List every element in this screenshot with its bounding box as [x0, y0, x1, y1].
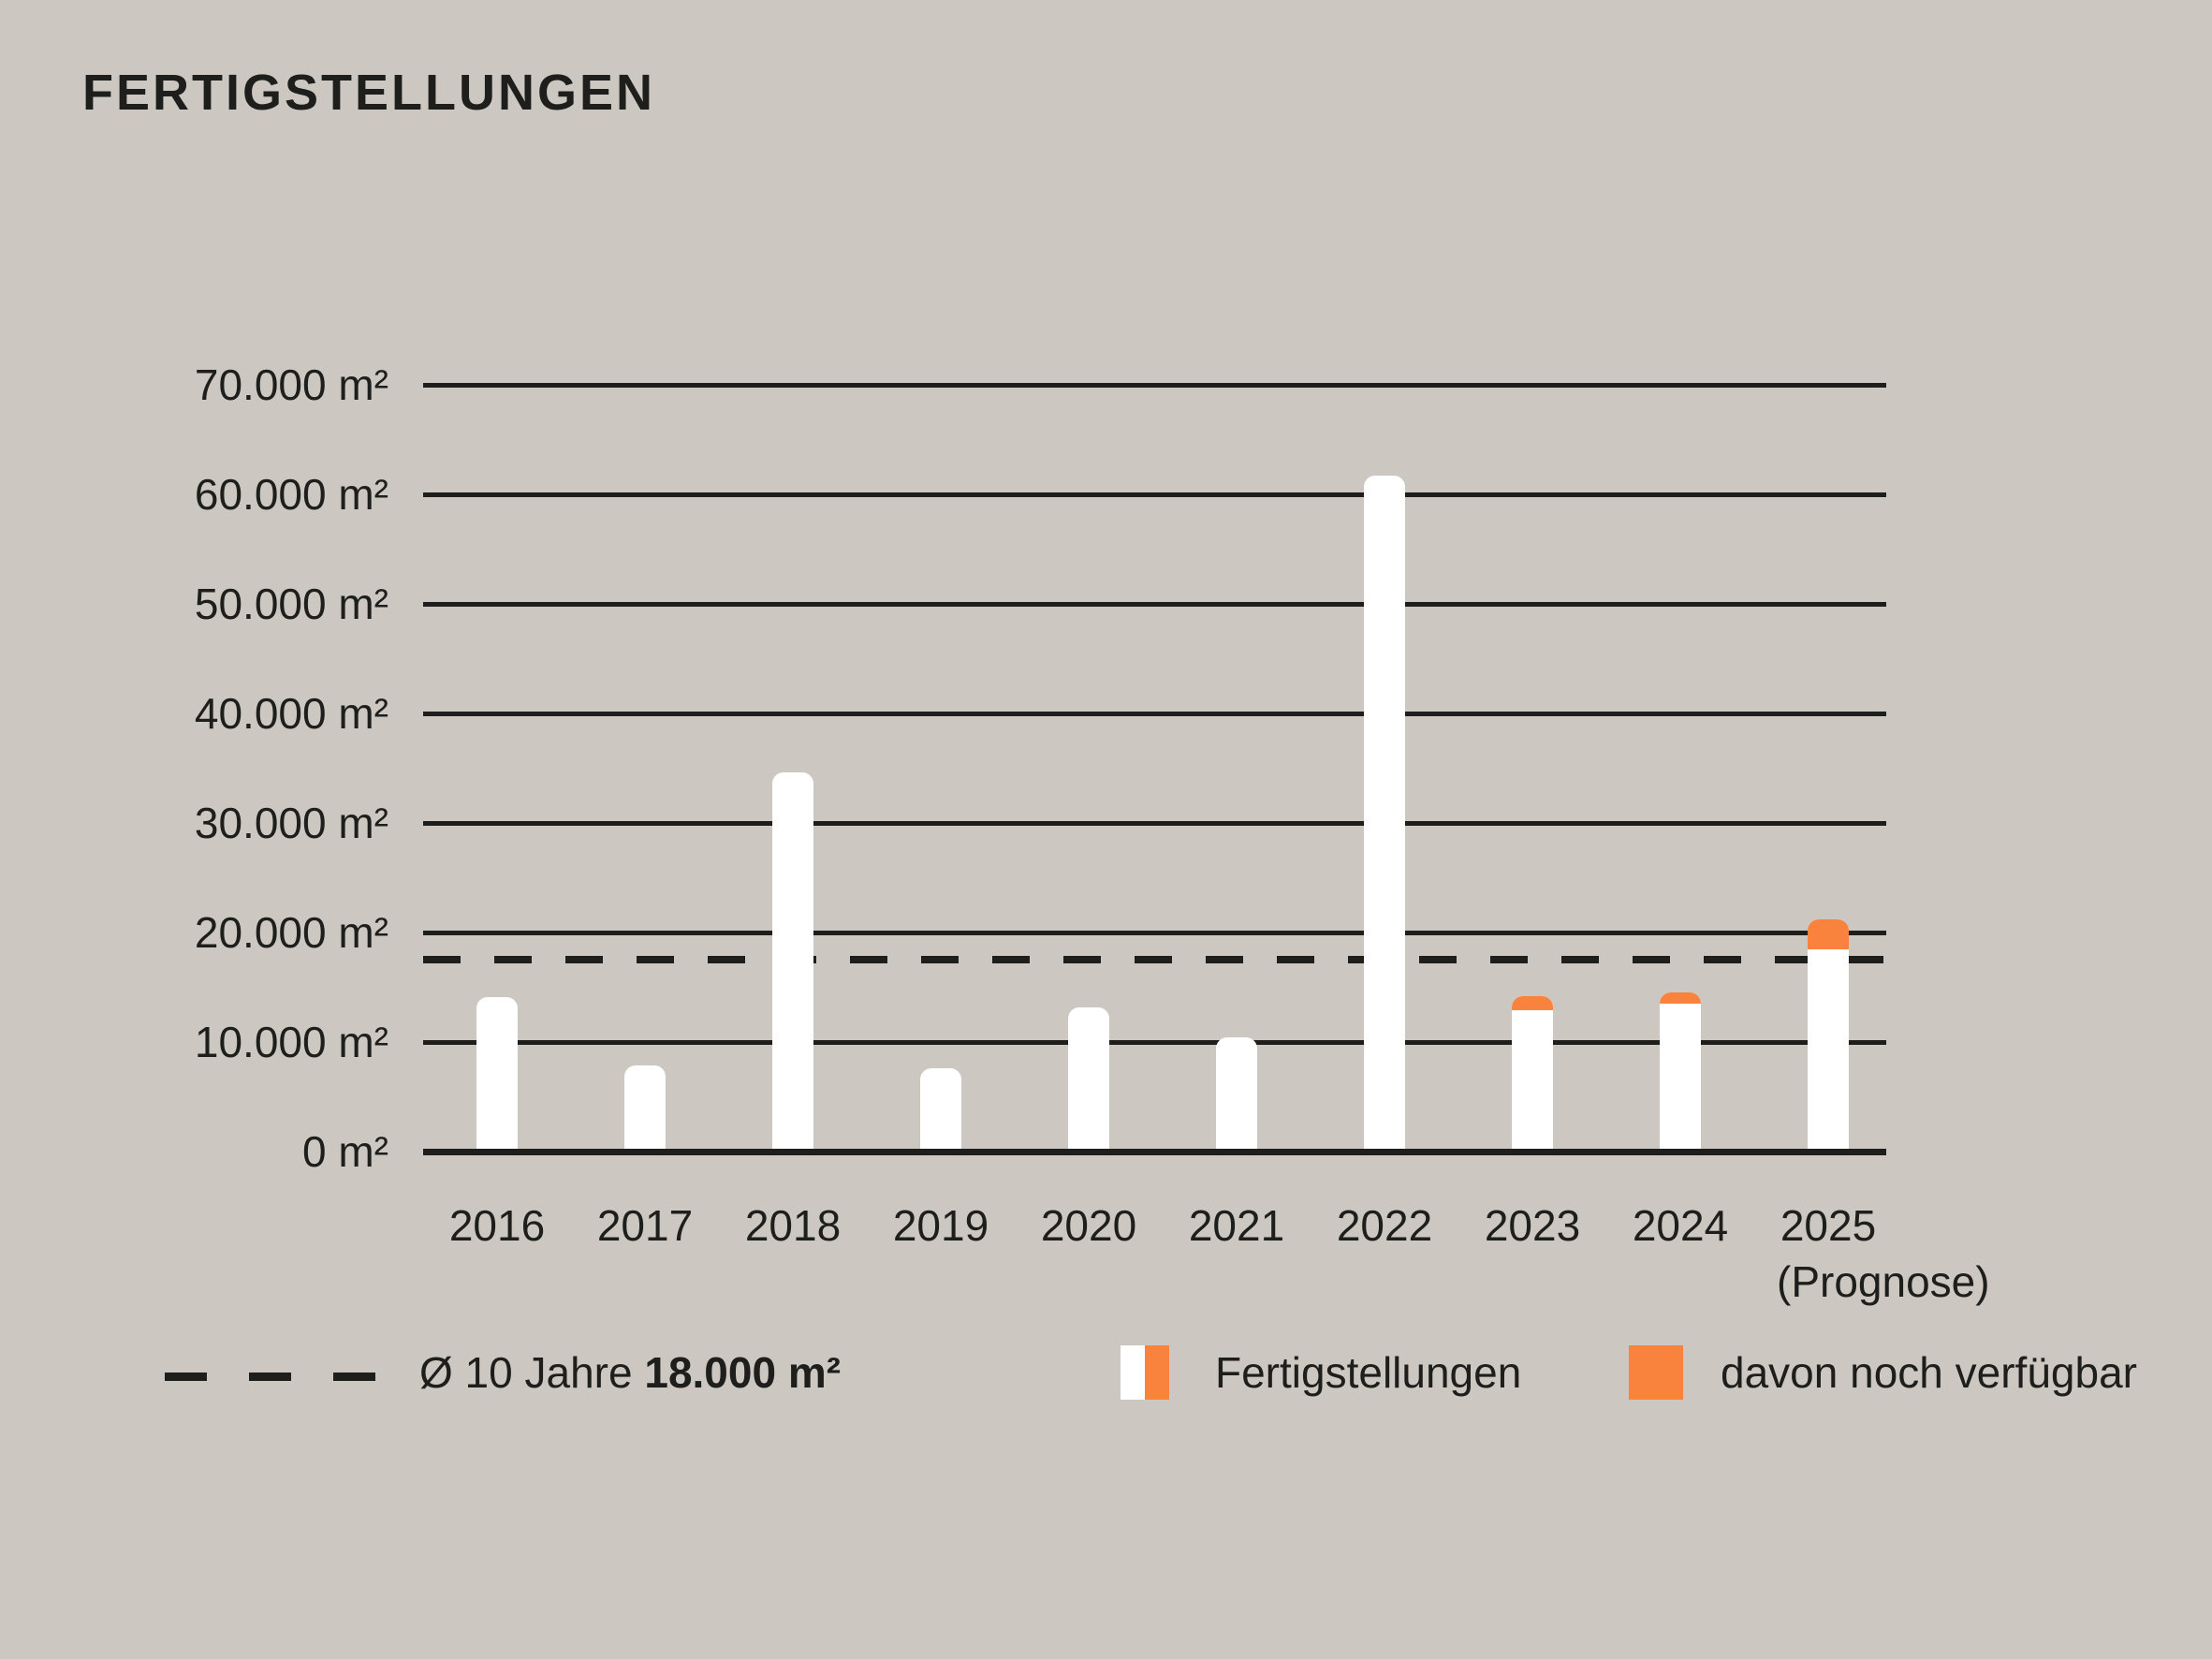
bar-2016: [476, 997, 518, 1152]
gridline: [423, 601, 1886, 607]
x-axis-label-2023: 2023: [1484, 1201, 1581, 1250]
gridline: [423, 820, 1886, 826]
chart-title: FERTIGSTELLUNGEN: [82, 65, 655, 121]
bar-available-segment: [1808, 918, 1849, 949]
legend-completions-swatch: [1121, 1345, 1169, 1400]
y-axis-tick-label: 10.000 m²: [194, 1018, 388, 1066]
gridline: [423, 930, 1886, 935]
y-axis-tick-label: 40.000 m²: [194, 689, 388, 738]
average-line: [423, 956, 1886, 964]
bar-2024: [1660, 992, 1701, 1152]
y-axis-tick-label: 70.000 m²: [194, 360, 388, 409]
gridline: [423, 382, 1886, 388]
gridline: [423, 1039, 1886, 1045]
gridline: [423, 492, 1886, 497]
gridline: [423, 711, 1886, 716]
x-axis-label-2022: 2022: [1336, 1201, 1433, 1250]
legend-average-label: Ø 10 Jahre 18.000 m²: [419, 1345, 841, 1400]
dash-icon: [165, 1373, 207, 1382]
bar-2017: [624, 1064, 666, 1152]
bar-2022: [1364, 476, 1405, 1152]
x-axis-label-2020: 2020: [1040, 1201, 1137, 1250]
y-axis-tick-label: 20.000 m²: [194, 908, 388, 957]
swatch-orange-half: [1145, 1345, 1169, 1400]
x-axis-label-2019: 2019: [892, 1201, 989, 1250]
x-axis-label-2016: 2016: [448, 1201, 546, 1250]
bar-2020: [1068, 1006, 1109, 1152]
y-axis-tick-label: 30.000 m²: [194, 799, 388, 847]
legend-available-swatch: [1629, 1345, 1683, 1400]
y-axis-tick-label: 60.000 m²: [194, 470, 388, 519]
dash-icon: [249, 1373, 291, 1382]
bar-available-segment: [1660, 992, 1701, 1005]
bar-2021: [1216, 1037, 1257, 1152]
bar-2019: [920, 1068, 961, 1152]
bar-2018: [772, 772, 813, 1152]
bar-2023: [1512, 995, 1553, 1152]
x-axis-sublabel: (Prognose): [1777, 1257, 1990, 1306]
y-axis-tick-label: 0 m²: [302, 1127, 388, 1176]
bar-available-segment: [1512, 995, 1553, 1011]
x-axis-label-2017: 2017: [596, 1201, 694, 1250]
legend-average-value: 18.000 m²: [644, 1348, 842, 1397]
swatch-white-half: [1121, 1345, 1145, 1400]
legend-average-text: Ø 10 Jahre: [419, 1348, 633, 1397]
bar-2025: [1808, 918, 1849, 1152]
x-axis-label-2024: 2024: [1632, 1201, 1729, 1250]
legend-average-dash-swatch: [165, 1369, 375, 1386]
legend-completions-label: Fertigstellungen: [1215, 1348, 1522, 1397]
x-axis-line: [423, 1148, 1886, 1155]
dash-icon: [333, 1373, 375, 1382]
x-axis-label-2021: 2021: [1188, 1201, 1285, 1250]
y-axis-tick-label: 50.000 m²: [194, 580, 388, 628]
x-axis-label-2018: 2018: [744, 1201, 842, 1250]
legend-available-label: davon noch verfügbar: [1721, 1348, 2137, 1397]
x-axis-label-2025: 2025: [1780, 1201, 1877, 1250]
